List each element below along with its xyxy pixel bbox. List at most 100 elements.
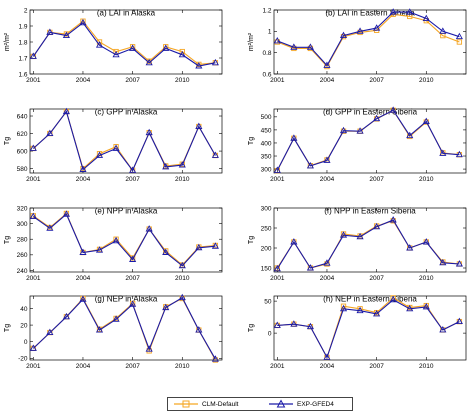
data-point-exp-gfed4 <box>439 258 447 266</box>
panel-title: (e) NPP in Alaska <box>95 207 158 216</box>
series-line-exp-gfed4 <box>276 219 460 270</box>
data-point-exp-gfed4 <box>356 127 364 134</box>
plot-frame <box>273 207 467 273</box>
x-tick-label: 2001 <box>270 275 285 282</box>
series-line-exp-gfed4 <box>276 109 460 171</box>
plot-frame <box>273 108 467 174</box>
legend-line-triangle-marker-icon <box>269 399 293 408</box>
panel-title: (b) LAI in Eastern Siberia <box>325 9 415 18</box>
data-point-exp-gfed4 <box>356 232 364 240</box>
data-point-exp-gfed4 <box>290 43 298 50</box>
x-tick-label: 2007 <box>369 77 384 84</box>
data-point-exp-gfed4 <box>290 134 298 141</box>
y-axis-label: Tg <box>248 137 255 145</box>
data-point-exp-gfed4 <box>195 243 203 251</box>
y-tick-label: 50 <box>264 299 272 306</box>
data-point-exp-gfed4 <box>29 52 37 59</box>
plot-frame <box>273 295 467 361</box>
data-point-exp-gfed4 <box>273 37 281 44</box>
data-point-exp-gfed4 <box>211 355 219 362</box>
x-tick-label: 2004 <box>320 77 335 84</box>
y-tick-label: 1.6 <box>18 71 27 78</box>
data-point-exp-gfed4 <box>112 236 120 244</box>
data-point-exp-gfed4 <box>389 295 397 303</box>
x-tick-label: 2010 <box>175 176 190 183</box>
panel-8: (h) NEP in Eastern Siberia 0 50 2001 2004 200… <box>248 295 467 370</box>
x-tick-label: 2004 <box>320 275 335 282</box>
data-point-exp-gfed4 <box>339 31 348 39</box>
data-point-exp-gfed4 <box>95 151 104 158</box>
data-point-exp-gfed4 <box>306 322 314 330</box>
y-tick-label: 580 <box>17 166 28 173</box>
data-point-exp-gfed4 <box>129 166 137 173</box>
data-point-exp-gfed4 <box>211 242 219 249</box>
data-point-exp-gfed4 <box>439 27 447 34</box>
x-tick-label: 2007 <box>369 275 384 282</box>
data-point-exp-gfed4 <box>373 222 381 230</box>
data-point-exp-gfed4 <box>195 62 203 69</box>
panel-2: (b) LAI in Eastern Siberia 0.6 0.8 1 1.2 2001… <box>248 7 467 84</box>
data-point-exp-gfed4 <box>46 129 54 136</box>
y-tick-label: 1.7 <box>18 55 27 62</box>
series-line-exp-gfed4 <box>277 299 460 359</box>
legend: CLM-Default EXP-GFED4 <box>167 397 353 411</box>
y-tick-label: 0.6 <box>262 71 271 78</box>
data-point-exp-gfed4 <box>290 320 298 327</box>
plot-frame <box>29 9 223 75</box>
data-point-exp-gfed4 <box>373 309 381 317</box>
panel-title: (g) NEP in Alaska <box>95 295 158 304</box>
y-tick-label: 300 <box>261 205 272 212</box>
data-point-exp-gfed4 <box>211 151 219 158</box>
data-point-exp-gfed4 <box>406 131 414 139</box>
x-tick-label: 2007 <box>125 176 140 183</box>
data-point-exp-gfed4 <box>29 212 37 220</box>
data-point-exp-gfed4 <box>79 18 87 26</box>
data-point-exp-gfed4 <box>145 345 153 352</box>
x-tick-label: 2001 <box>26 176 41 183</box>
data-point-exp-gfed4 <box>145 58 153 66</box>
y-tick-label: 1.8 <box>18 39 27 46</box>
panel-title: (h) NEP in Eastern Siberia <box>323 295 417 304</box>
y-axis-label: m²/m² <box>248 32 255 51</box>
x-tick-label: 2001 <box>26 363 41 370</box>
data-point-exp-gfed4 <box>422 302 430 310</box>
panel-4: (d) GPP in Eastern Siberia 300 350 400 450 50… <box>248 106 467 183</box>
y-tick-label: 1 <box>268 29 272 36</box>
data-point-exp-gfed4 <box>29 144 37 151</box>
data-point-exp-gfed4 <box>406 8 414 15</box>
data-point-exp-gfed4 <box>195 122 203 129</box>
data-point-exp-gfed4 <box>422 14 430 21</box>
data-point-exp-gfed4 <box>211 58 219 66</box>
y-tick-label: 1.9 <box>18 23 27 30</box>
x-tick-label: 2007 <box>369 176 384 183</box>
data-point-exp-gfed4 <box>422 238 430 245</box>
y-tick-label: 150 <box>261 265 272 272</box>
data-point-exp-gfed4 <box>455 32 463 40</box>
data-point-exp-gfed4 <box>46 224 54 231</box>
y-tick-label: 240 <box>17 268 28 275</box>
data-point-exp-gfed4 <box>290 238 298 245</box>
data-point-exp-gfed4 <box>373 114 381 122</box>
y-tick-label: 20 <box>20 322 28 329</box>
y-tick-label: 260 <box>17 252 28 259</box>
y-tick-label: 0 <box>268 331 272 338</box>
data-point-exp-gfed4 <box>95 246 104 253</box>
data-point-exp-gfed4 <box>95 41 104 48</box>
y-axis-label: Tg <box>4 324 11 332</box>
data-point-exp-gfed4 <box>306 43 314 50</box>
data-point-exp-gfed4 <box>162 248 170 255</box>
data-point-exp-gfed4 <box>162 44 170 51</box>
data-point-exp-gfed4 <box>129 255 137 262</box>
panel-title: (a) LAI in Alaska <box>97 9 156 18</box>
data-point-exp-gfed4 <box>422 117 430 124</box>
y-tick-label: 200 <box>261 245 272 252</box>
data-point-exp-gfed4 <box>62 210 70 217</box>
data-point-exp-gfed4 <box>145 128 153 136</box>
y-tick-label: 2 <box>24 7 28 14</box>
x-tick-label: 2010 <box>175 363 190 370</box>
x-tick-label: 2004 <box>320 363 335 370</box>
data-point-exp-gfed4 <box>112 315 120 322</box>
y-axis-label: Tg <box>4 137 11 145</box>
data-point-exp-gfed4 <box>46 328 54 336</box>
